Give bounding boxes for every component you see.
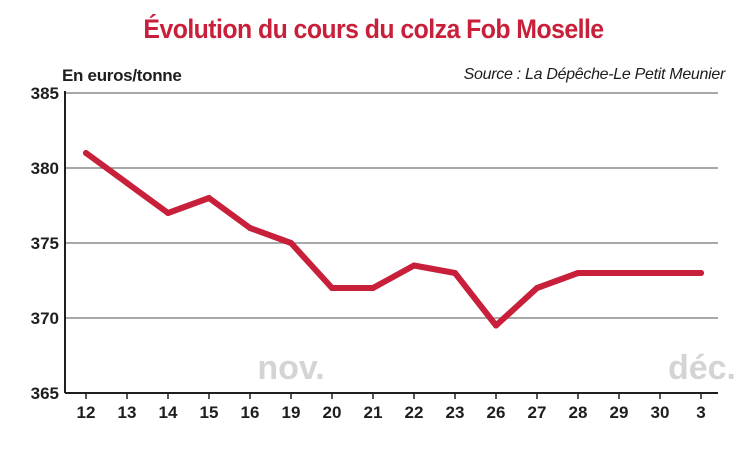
data-point-1 <box>124 180 130 186</box>
data-point-5 <box>288 240 294 246</box>
month-label-1: déc. <box>668 349 736 387</box>
y-tick-label-365: 365 <box>31 384 59 403</box>
x-tick-label-2: 14 <box>159 403 178 422</box>
data-point-2 <box>165 210 171 216</box>
x-tick-label-8: 22 <box>405 403 424 422</box>
data-point-13 <box>616 270 622 276</box>
x-tick-label-10: 26 <box>487 403 506 422</box>
y-tick-label-375: 375 <box>31 234 59 253</box>
x-tick-label-12: 28 <box>569 403 588 422</box>
data-point-10 <box>493 322 499 329</box>
y-tick-labels: 365 370 375 380 385 <box>31 84 59 403</box>
x-tick-label-9: 23 <box>446 403 465 422</box>
x-tick-label-1: 13 <box>118 403 137 422</box>
x-tick-label-15: 3 <box>696 403 705 422</box>
x-tick-label-4: 16 <box>241 403 260 422</box>
chart-title: Évolution du cours du colza Fob Moselle <box>143 14 604 44</box>
x-tick-label-3: 15 <box>200 403 219 422</box>
data-point-7 <box>370 285 376 291</box>
gridlines <box>65 92 718 319</box>
data-point-14 <box>657 270 663 276</box>
data-point-11 <box>534 285 540 291</box>
series-line-group <box>83 150 704 329</box>
month-label-0: nov. <box>257 349 324 387</box>
data-point-4 <box>247 225 253 231</box>
x-tick-label-11: 27 <box>528 403 547 422</box>
x-tick-labels: 12 13 14 15 16 19 20 21 22 23 26 27 28 29 30 3 <box>77 403 706 422</box>
source-label: Source : La Dépêche-Le Petit Meunier <box>463 66 726 83</box>
x-tick-label-0: 12 <box>77 403 96 422</box>
y-axis-unit-label: En euros/tonne <box>62 66 182 85</box>
x-tick-label-7: 21 <box>364 403 383 422</box>
data-point-3 <box>206 195 212 201</box>
x-tick-label-13: 29 <box>610 403 629 422</box>
y-tick-label-370: 370 <box>31 309 59 328</box>
x-tick-label-5: 19 <box>282 403 301 422</box>
series-line-0 <box>83 150 704 329</box>
y-tick-label-385: 385 <box>31 84 59 103</box>
x-tick-label-14: 30 <box>651 403 670 422</box>
axes <box>64 91 718 399</box>
data-point-15 <box>698 270 704 276</box>
data-point-0 <box>83 150 89 156</box>
y-tick-label-380: 380 <box>31 159 59 178</box>
data-point-6 <box>329 285 335 291</box>
data-point-8 <box>411 262 417 269</box>
month-annotations: nov. déc. <box>257 349 736 387</box>
data-point-12 <box>575 270 581 276</box>
x-tick-label-6: 20 <box>323 403 342 422</box>
data-point-9 <box>452 270 458 276</box>
